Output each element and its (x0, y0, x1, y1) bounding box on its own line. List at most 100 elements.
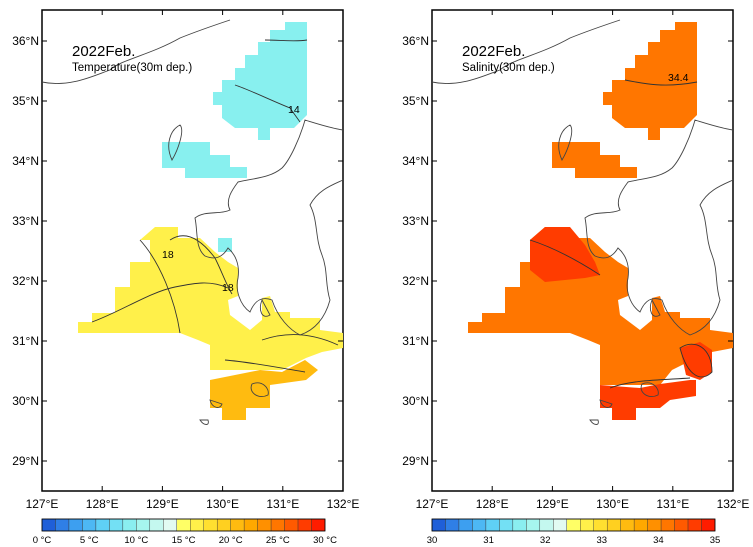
contour-label-14: 14 (288, 104, 300, 116)
colorbar-swatch (136, 518, 151, 532)
colorbar-label: 15 °C (172, 535, 196, 546)
colorbar-swatch (230, 518, 245, 532)
contour-label-18b: 18 (222, 282, 234, 294)
colorbar-swatch (485, 518, 500, 532)
colorbar-frame (431, 518, 716, 532)
colorbar-label: 10 °C (124, 535, 148, 546)
temperature-cells-cold (162, 22, 307, 252)
colorbar-swatch (526, 518, 541, 532)
lat-label: 35°N (402, 94, 429, 108)
colorbar-swatch (297, 518, 312, 532)
colorbar-swatch (458, 518, 473, 532)
lat-label: 36°N (402, 34, 429, 48)
colorbar-label: 34 (653, 535, 664, 546)
colorbar-swatch (539, 518, 554, 532)
lat-label: 31°N (402, 334, 429, 348)
temperature-map: 14 18 18 2022Feb. Temperature(30m dep.) (41, 9, 344, 492)
contour-label-18a: 18 (162, 249, 174, 261)
temperature-cells-warm (78, 227, 343, 370)
colorbar-swatch (82, 518, 97, 532)
lat-label: 31°N (12, 334, 39, 348)
lon-label: 128°E (476, 497, 509, 511)
axes: 36°N 35°N 34°N 33°N 32°N 31°N 30°N 29°N 127°E 128… (12, 10, 749, 511)
lat-label: 34°N (402, 154, 429, 168)
lat-label: 32°N (402, 274, 429, 288)
colorbar-label: 25 °C (266, 535, 290, 546)
colorbar-swatch (41, 518, 56, 532)
colorbars: 0 °C 5 °C 10 °C 15 °C 20 °C 25 °C 30 °C 30 31 32 3… (33, 518, 721, 546)
contour-label-34-4: 34.4 (668, 72, 689, 84)
colorbar-label: 31 (483, 535, 494, 546)
colorbar-swatch (499, 518, 514, 532)
lon-label: 130°E (596, 497, 629, 511)
lat-label: 33°N (12, 214, 39, 228)
lon-label: 128°E (86, 497, 119, 511)
lon-label: 131°E (656, 497, 689, 511)
colorbar-label: 0 °C (33, 535, 52, 546)
colorbar-frame (41, 518, 326, 532)
lat-label: 29°N (12, 454, 39, 468)
colorbar-swatch (55, 518, 70, 532)
colorbar-swatch (620, 518, 635, 532)
colorbar-swatch (687, 518, 702, 532)
colorbar-swatch (593, 518, 608, 532)
lat-label: 32°N (12, 274, 39, 288)
colorbar-swatch (431, 518, 446, 532)
lat-label: 29°N (402, 454, 429, 468)
map-title: 2022Feb. (72, 43, 135, 60)
colorbar-swatch (674, 518, 689, 532)
colorbar-swatch (270, 518, 285, 532)
lon-label: 129°E (536, 497, 569, 511)
colorbar-swatch (68, 518, 83, 532)
colorbar-label: 5 °C (80, 535, 99, 546)
colorbar-swatch (647, 518, 662, 532)
colorbar-label: 30 (427, 535, 438, 546)
map-title: 2022Feb. (462, 43, 525, 60)
colorbar-label: 30 °C (313, 535, 337, 546)
lon-label: 132°E (327, 497, 360, 511)
colorbar-swatch (284, 518, 299, 532)
colorbar-swatch (163, 518, 177, 532)
colorbar-swatch (243, 518, 258, 532)
salinity-map: 34.4 2022Feb. Salinity(30m dep.) (431, 9, 734, 492)
colorbar-swatch (660, 518, 675, 532)
colorbar-swatch (122, 518, 137, 532)
lat-label: 35°N (12, 94, 39, 108)
map-subtitle: Temperature(30m dep.) (72, 62, 192, 74)
colorbar-swatch (553, 518, 567, 532)
lat-label: 34°N (12, 154, 39, 168)
colorbar-swatch (445, 518, 460, 532)
colorbar-swatch (216, 518, 231, 532)
colorbar-swatch (606, 518, 621, 532)
salinity-coastline (431, 19, 734, 425)
salinity-contours (529, 79, 713, 389)
colorbar-swatch (109, 518, 124, 532)
colorbar-swatch (95, 518, 110, 532)
temperature-cells-orange (210, 360, 318, 420)
colorbar-swatch (176, 518, 191, 532)
colorbar-swatch (190, 518, 204, 532)
colorbar-swatch (149, 518, 164, 532)
lat-label: 33°N (402, 214, 429, 228)
lon-label: 127°E (416, 497, 449, 511)
lon-label: 131°E (266, 497, 299, 511)
lat-label: 30°N (12, 394, 39, 408)
colorbar-swatch (257, 518, 272, 532)
colorbar-swatch (472, 518, 487, 532)
lon-label: 132°E (717, 497, 750, 511)
lon-label: 130°E (206, 497, 239, 511)
colorbar-swatch (203, 518, 218, 532)
colorbar-label: 20 °C (219, 535, 243, 546)
lat-label: 36°N (12, 34, 39, 48)
lon-label: 127°E (26, 497, 59, 511)
colorbar-label: 35 (710, 535, 721, 546)
colorbar-swatch (701, 518, 716, 532)
map-subtitle: Salinity(30m dep.) (462, 62, 555, 74)
colorbar-swatch (580, 518, 594, 532)
colorbar-swatch (512, 518, 527, 532)
lon-label: 129°E (146, 497, 179, 511)
lat-label: 30°N (402, 394, 429, 408)
temperature-coastline (41, 19, 344, 425)
colorbar-swatch (633, 518, 648, 532)
